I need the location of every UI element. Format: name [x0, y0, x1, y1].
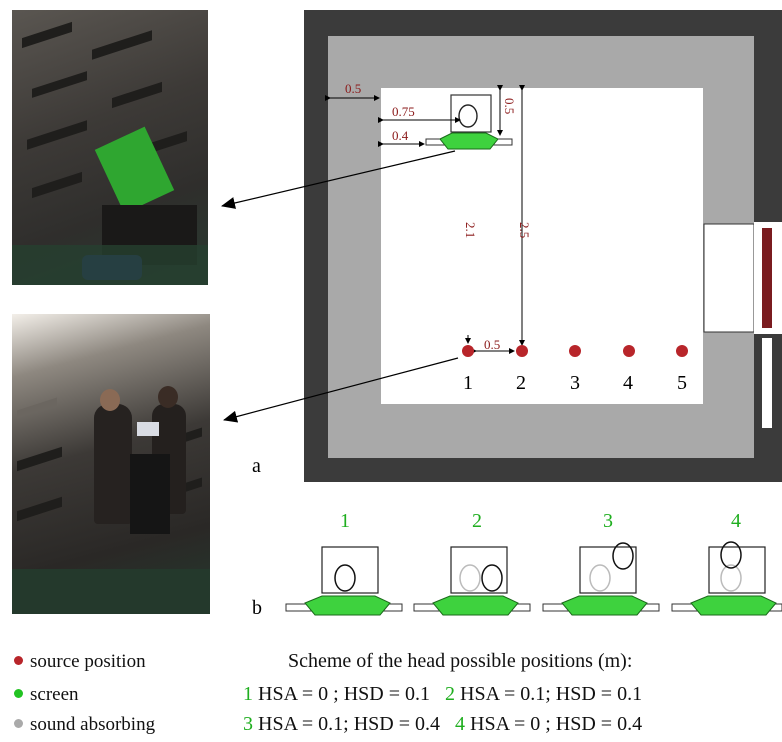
scheme-number-1: 1: [340, 510, 350, 532]
legend-sound-absorbing: sound absorbing: [14, 714, 155, 736]
screen-top: [439, 132, 499, 150]
legend-source-position: source position: [14, 651, 146, 673]
scheme-number-4: 4: [731, 510, 741, 532]
dim-source-gap-label: 0.5: [484, 337, 500, 352]
scheme-caption: Scheme of the head possible positions (m…: [288, 650, 633, 672]
anechoic-chamber-photo-bottom: [12, 314, 210, 614]
dim-vertical-1-label: 2.1: [463, 222, 478, 238]
scheme-line-2: 3 HSA = 0.1; HSD = 0.4 4 HSA = 0 ; HSD =…: [243, 713, 643, 735]
head-scheme-2: [413, 546, 531, 616]
legend-screen: screen: [14, 684, 79, 706]
source-dot-icon: [14, 656, 23, 665]
head-scheme-3: [542, 542, 660, 616]
panel-label-b: b: [252, 597, 262, 619]
source-position-3: [569, 345, 581, 357]
position-number-1: 1: [463, 372, 473, 394]
head-outline: [458, 104, 478, 128]
source-position-2: [516, 345, 528, 357]
source-position-5: [676, 345, 688, 357]
position-number-4: 4: [623, 372, 633, 394]
door-frame: [703, 223, 755, 333]
room-interior: [381, 88, 703, 404]
position-number-3: 3: [570, 372, 580, 394]
dim-vertical-2-label: 2.5: [517, 222, 532, 238]
anechoic-chamber-photo-top: [12, 10, 208, 285]
panel-label-a: a: [252, 455, 261, 477]
arrow-to-photo-bottom: [223, 357, 459, 423]
door-panel: [762, 228, 772, 328]
position-number-2: 2: [516, 372, 526, 394]
head-scheme-1: [285, 546, 403, 616]
absorber-dot-icon: [14, 719, 23, 728]
head-scheme-4: [671, 541, 782, 616]
dim-top-gap-label: 0.5: [502, 98, 517, 114]
dim-screen-offset-label: 0.75: [392, 104, 415, 119]
dim-screen-edge-label: 0.4: [392, 128, 409, 143]
position-number-5: 5: [677, 372, 687, 394]
scheme-line-1: 1 HSA = 0 ; HSD = 0.1 2 HSA = 0.1; HSD =…: [243, 683, 643, 705]
arrow-to-photo-top: [221, 150, 456, 209]
scheme-number-2: 2: [472, 510, 482, 532]
screen-dot-icon: [14, 689, 23, 698]
dim-wall-gap-label: 0.5: [345, 81, 361, 96]
source-position-1: [462, 345, 474, 357]
source-position-4: [623, 345, 635, 357]
scheme-number-3: 3: [603, 510, 613, 532]
